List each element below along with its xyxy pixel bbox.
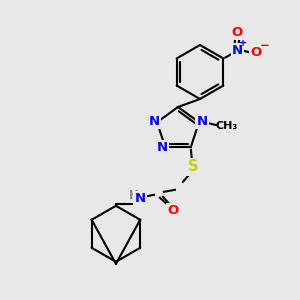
Text: −: − [260, 39, 269, 52]
Text: S: S [188, 159, 198, 174]
Text: CH₃: CH₃ [216, 121, 238, 131]
Text: N: N [134, 192, 146, 205]
Text: O: O [251, 46, 262, 59]
Text: O: O [167, 204, 178, 217]
Text: O: O [232, 26, 243, 39]
Text: N: N [148, 115, 160, 128]
Text: H: H [129, 189, 139, 202]
Text: N: N [232, 44, 243, 57]
Text: N: N [196, 115, 208, 128]
Text: N: N [157, 141, 168, 154]
Text: +: + [239, 38, 247, 49]
